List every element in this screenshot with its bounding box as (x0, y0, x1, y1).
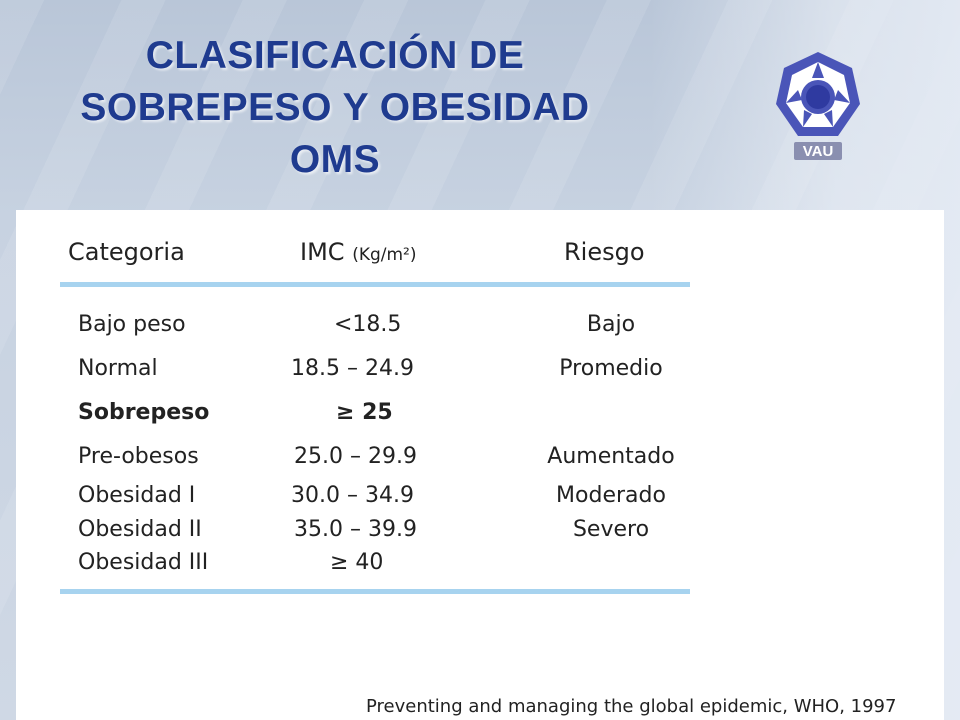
row-risk: Severo (572, 517, 650, 542)
row-bmi: ≥ 25 (336, 400, 393, 425)
table-panel: Categoria IMC (Kg/m²) Riesgo Bajo peso <… (16, 210, 944, 720)
header-risk: Riesgo (564, 238, 645, 266)
footer-rule (60, 589, 690, 594)
row-category: Obesidad II (78, 517, 202, 542)
row-bmi: 25.0 – 29.9 (294, 444, 417, 469)
header-bmi: IMC (Kg/m²) (300, 238, 417, 266)
header-category: Categoria (68, 238, 185, 266)
slide-title: CLASIFICACIÓN DE SOBREPESO Y OBESIDAD OM… (0, 30, 670, 186)
row-bmi: ≥ 40 (330, 550, 384, 575)
title-line-1: CLASIFICACIÓN DE (145, 34, 525, 77)
header-rule (60, 282, 690, 287)
row-risk: Aumentado (547, 444, 675, 469)
row-category: Sobrepeso (78, 400, 210, 425)
row-category: Obesidad I (78, 483, 196, 508)
row-risk: Bajo (586, 312, 636, 337)
header-bmi-label: IMC (300, 238, 345, 266)
citation: Preventing and managing the global epide… (366, 696, 897, 717)
header-bmi-unit: (Kg/m²) (352, 245, 417, 265)
row-category: Obesidad III (78, 550, 209, 575)
row-category: Pre-obesos (78, 444, 199, 469)
logo-text: VAU (803, 143, 834, 160)
row-bmi: 35.0 – 39.9 (294, 517, 417, 542)
title-line-2: SOBREPESO Y OBESIDAD (80, 86, 590, 129)
title-line-3: OMS (289, 138, 381, 181)
row-bmi: 18.5 – 24.9 (291, 356, 414, 381)
row-bmi: <18.5 (334, 312, 402, 337)
row-risk: Moderado (556, 483, 666, 508)
row-bmi: 30.0 – 34.9 (291, 483, 414, 508)
row-category: Normal (78, 356, 158, 381)
row-risk: Promedio (559, 356, 663, 381)
vau-logo-icon: VAU (776, 52, 860, 160)
row-category: Bajo peso (78, 312, 186, 337)
